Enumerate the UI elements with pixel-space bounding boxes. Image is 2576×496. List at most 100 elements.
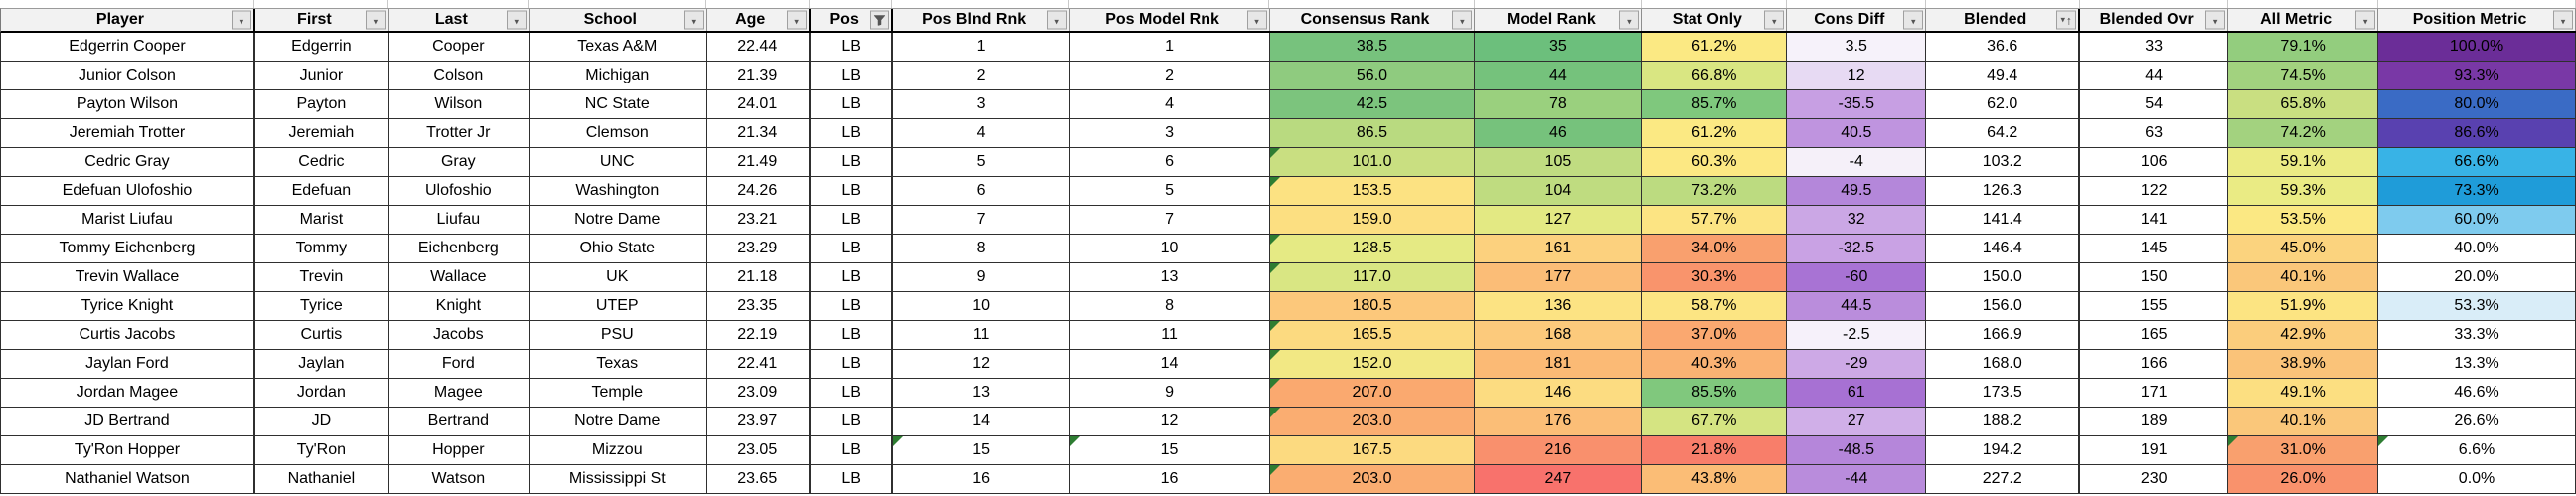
cell-all_metric[interactable]: 26.0% [2228, 465, 2379, 493]
cell-last[interactable]: Wilson [389, 90, 530, 118]
cell-blended[interactable]: 146.4 [1926, 235, 2081, 262]
cell-pos_blnd_rnk[interactable]: 6 [893, 177, 1070, 205]
cell-all_metric[interactable]: 59.3% [2228, 177, 2379, 205]
cell-blended[interactable]: 141.4 [1926, 206, 2081, 234]
cell-last[interactable]: Gray [389, 148, 530, 176]
cell-pos_model_rnk[interactable]: 16 [1070, 465, 1270, 493]
cell-consensus_rank[interactable]: 42.5 [1269, 90, 1476, 118]
cell-position_metric[interactable]: 13.3% [2378, 350, 2576, 378]
cell-pos_model_rnk[interactable]: 8 [1070, 292, 1270, 320]
column-header-blended_ovr[interactable]: Blended Ovr ▾ [2080, 9, 2229, 31]
cell-blended[interactable]: 64.2 [1926, 119, 2081, 147]
cell-position_metric[interactable]: 6.6% [2378, 436, 2576, 464]
cell-consensus_rank[interactable]: 203.0 [1269, 408, 1476, 435]
cell-first[interactable]: Marist [255, 206, 389, 234]
cell-all_metric[interactable]: 59.1% [2228, 148, 2379, 176]
cell-blended[interactable]: 62.0 [1926, 90, 2081, 118]
filter-dropdown-button-pos_blnd_rnk[interactable]: ▾ [1046, 10, 1067, 30]
cell-age[interactable]: 24.26 [707, 177, 811, 205]
cell-pos_model_rnk[interactable]: 12 [1070, 408, 1270, 435]
cell-blended_ovr[interactable]: 166 [2080, 350, 2229, 378]
column-header-pos[interactable]: Pos [811, 9, 893, 31]
cell-first[interactable]: Edefuan [255, 177, 389, 205]
cell-consensus_rank[interactable]: 38.5 [1269, 33, 1476, 61]
cell-first[interactable]: Ty'Ron [255, 436, 389, 464]
cell-last[interactable]: Jacobs [389, 321, 530, 349]
cell-last[interactable]: Magee [389, 379, 530, 407]
cell-last[interactable]: Ford [389, 350, 530, 378]
cell-blended_ovr[interactable]: 191 [2080, 436, 2229, 464]
cell-pos[interactable]: LB [811, 90, 893, 118]
cell-stat_only[interactable]: 34.0% [1642, 235, 1788, 262]
cell-pos_model_rnk[interactable]: 6 [1070, 148, 1270, 176]
column-header-stat_only[interactable]: Stat Only ▾ [1642, 9, 1788, 31]
cell-cons_diff[interactable]: -29 [1787, 350, 1927, 378]
filter-dropdown-button-last[interactable]: ▾ [506, 10, 527, 30]
cell-player[interactable]: Cedric Gray [1, 148, 255, 176]
cell-last[interactable]: Colson [389, 62, 530, 89]
cell-blended[interactable]: 173.5 [1926, 379, 2081, 407]
cell-pos_model_rnk[interactable]: 14 [1070, 350, 1270, 378]
cell-position_metric[interactable]: 66.6% [2378, 148, 2576, 176]
cell-cons_diff[interactable]: 49.5 [1787, 177, 1927, 205]
cell-stat_only[interactable]: 73.2% [1642, 177, 1788, 205]
cell-pos_blnd_rnk[interactable]: 15 [892, 436, 1070, 464]
cell-all_metric[interactable]: 45.0% [2228, 235, 2379, 262]
filter-dropdown-button-pos_model_rnk[interactable]: ▾ [1246, 10, 1267, 30]
cell-cons_diff[interactable]: -4 [1787, 148, 1927, 176]
cell-school[interactable]: UTEP [530, 292, 707, 320]
cell-consensus_rank[interactable]: 180.5 [1269, 292, 1476, 320]
cell-all_metric[interactable]: 79.1% [2228, 33, 2379, 61]
cell-school[interactable]: Ohio State [530, 235, 707, 262]
column-header-last[interactable]: Last ▾ [389, 9, 530, 31]
cell-pos_blnd_rnk[interactable]: 4 [893, 119, 1070, 147]
cell-consensus_rank[interactable]: 86.5 [1269, 119, 1476, 147]
cell-first[interactable]: Payton [255, 90, 389, 118]
cell-school[interactable]: Clemson [530, 119, 707, 147]
cell-blended[interactable]: 166.9 [1926, 321, 2081, 349]
cell-player[interactable]: Curtis Jacobs [1, 321, 255, 349]
cell-consensus_rank[interactable]: 167.5 [1269, 436, 1476, 464]
cell-pos_model_rnk[interactable]: 13 [1070, 263, 1270, 291]
cell-pos_model_rnk[interactable]: 1 [1070, 33, 1270, 61]
cell-model_rank[interactable]: 247 [1475, 465, 1643, 493]
cell-first[interactable]: Jordan [255, 379, 389, 407]
cell-first[interactable]: Tommy [255, 235, 389, 262]
cell-school[interactable]: Mississippi St [530, 465, 707, 493]
cell-pos_model_rnk[interactable]: 7 [1070, 206, 1270, 234]
cell-school[interactable]: Notre Dame [530, 408, 707, 435]
cell-pos[interactable]: LB [811, 62, 893, 89]
cell-cons_diff[interactable]: -60 [1787, 263, 1927, 291]
cell-position_metric[interactable]: 46.6% [2378, 379, 2576, 407]
cell-cons_diff[interactable]: 44.5 [1787, 292, 1927, 320]
cell-model_rank[interactable]: 146 [1475, 379, 1643, 407]
cell-player[interactable]: Trevin Wallace [1, 263, 255, 291]
cell-model_rank[interactable]: 177 [1475, 263, 1643, 291]
column-header-first[interactable]: First ▾ [255, 9, 389, 31]
cell-pos_blnd_rnk[interactable]: 3 [893, 90, 1070, 118]
column-header-consensus_rank[interactable]: Consensus Rank ▾ [1270, 9, 1476, 31]
column-header-pos_blnd_rnk[interactable]: Pos Blnd Rnk ▾ [893, 9, 1070, 31]
cell-age[interactable]: 22.41 [707, 350, 811, 378]
cell-pos_blnd_rnk[interactable]: 7 [893, 206, 1070, 234]
cell-cons_diff[interactable]: 61 [1787, 379, 1927, 407]
cell-first[interactable]: Jeremiah [255, 119, 389, 147]
cell-pos[interactable]: LB [811, 235, 893, 262]
cell-stat_only[interactable]: 85.7% [1642, 90, 1788, 118]
cell-last[interactable]: Hopper [389, 436, 530, 464]
cell-player[interactable]: Jeremiah Trotter [1, 119, 255, 147]
cell-school[interactable]: Texas A&M [530, 33, 707, 61]
cell-pos[interactable]: LB [811, 263, 893, 291]
cell-first[interactable]: JD [255, 408, 389, 435]
filter-dropdown-button-pos[interactable] [869, 10, 889, 30]
cell-model_rank[interactable]: 104 [1475, 177, 1643, 205]
cell-model_rank[interactable]: 136 [1475, 292, 1643, 320]
cell-player[interactable]: Nathaniel Watson [1, 465, 255, 493]
cell-age[interactable]: 21.39 [707, 62, 811, 89]
cell-blended_ovr[interactable]: 141 [2080, 206, 2229, 234]
cell-position_metric[interactable]: 26.6% [2378, 408, 2576, 435]
cell-all_metric[interactable]: 51.9% [2228, 292, 2379, 320]
cell-last[interactable]: Liufau [389, 206, 530, 234]
cell-position_metric[interactable]: 40.0% [2378, 235, 2576, 262]
cell-player[interactable]: Tyrice Knight [1, 292, 255, 320]
